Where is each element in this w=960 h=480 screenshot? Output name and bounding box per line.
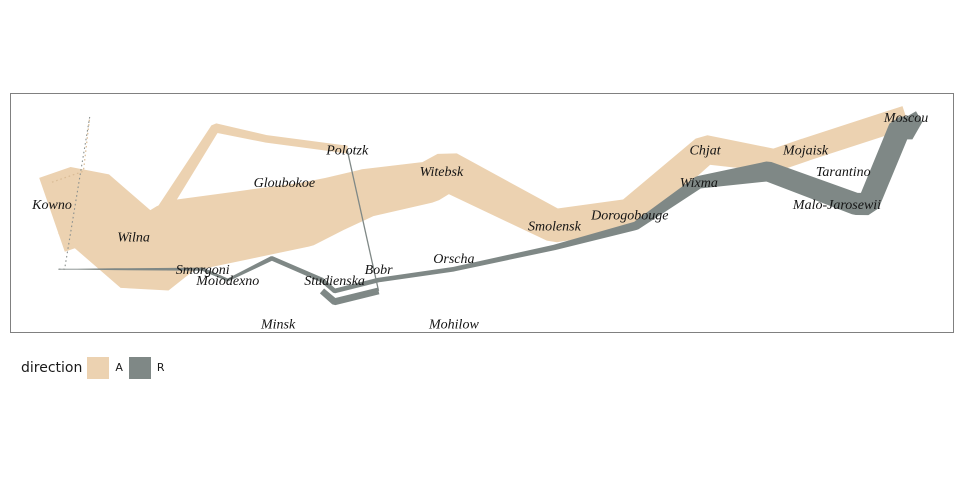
city-label: Smorgoni xyxy=(176,263,230,278)
city-label: Chjat xyxy=(690,144,722,159)
legend: direction A R xyxy=(21,356,171,379)
legend-title: direction xyxy=(21,359,83,376)
polotzk-retreat-connector xyxy=(346,149,380,292)
troops-band-group2-advance xyxy=(49,123,348,242)
city-label: Smolensk xyxy=(528,220,582,235)
legend-label-advance: A xyxy=(115,361,123,374)
legend-swatch-retreat xyxy=(128,356,151,379)
city-label: Malo-Jarosewii xyxy=(792,198,881,213)
legend-label-retreat: R xyxy=(156,361,165,374)
city-label: Kowno xyxy=(31,198,72,213)
city-label: Wixma xyxy=(680,176,718,191)
city-label: Witebsk xyxy=(420,165,464,180)
city-label: Wilna xyxy=(117,231,150,246)
city-label: Moiodexno xyxy=(195,274,259,289)
legend-swatch-advance xyxy=(87,356,110,379)
troops-band-group1-advance xyxy=(39,106,910,291)
city-label: Mojaisk xyxy=(782,144,829,159)
city-label: Studienska xyxy=(304,274,365,289)
troops-line-group3-retreat xyxy=(58,116,91,270)
city-label: Moscou xyxy=(883,111,928,126)
city-label: Gloubokoe xyxy=(254,176,315,191)
troops-band-group2-retreat xyxy=(319,287,380,306)
city-label: Bobr xyxy=(365,263,394,278)
city-label: Tarantino xyxy=(816,165,871,180)
city-label: Orscha xyxy=(433,252,474,267)
city-label: Dorogobouge xyxy=(590,209,668,224)
city-label: Polotzk xyxy=(325,144,369,159)
plot-panel-border xyxy=(10,93,954,333)
city-label: Mohilow xyxy=(428,317,479,332)
city-label: Minsk xyxy=(260,317,296,332)
